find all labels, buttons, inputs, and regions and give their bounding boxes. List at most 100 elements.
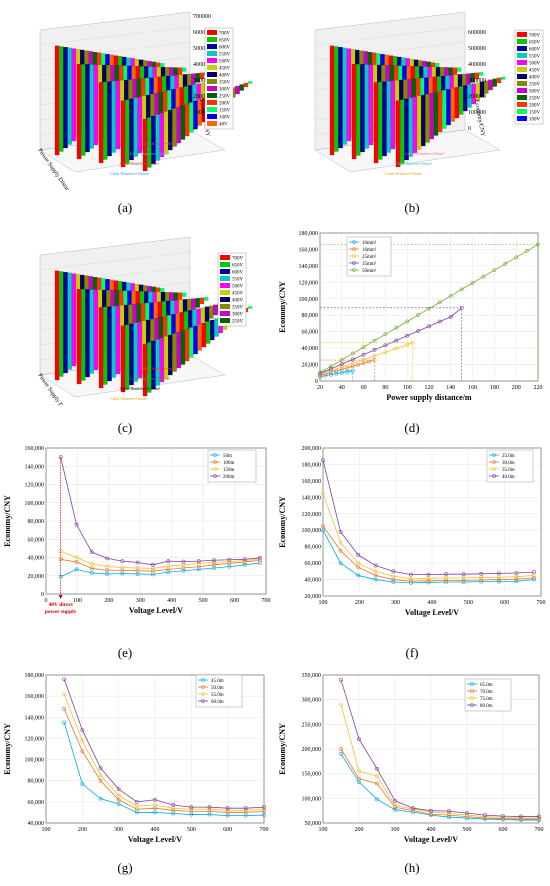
data-point [80, 749, 85, 754]
series-line [319, 244, 539, 374]
z-tick-label: 500000 [193, 46, 211, 52]
bar [351, 63, 357, 160]
bar [346, 48, 352, 142]
legend-entry: 100m [223, 461, 235, 466]
bar [163, 336, 169, 379]
bar [213, 304, 218, 316]
data-point [405, 342, 410, 347]
wall-gridline [39, 26, 191, 46]
y-tick-label: 20,000 [28, 574, 45, 580]
z-tick-label: 400000 [193, 62, 211, 68]
bar [478, 72, 484, 76]
data-point [243, 810, 248, 815]
y-tick-label: 140,000 [25, 715, 45, 721]
legend: 45.0m 50.0m 55.0m 60.0m [195, 674, 243, 708]
y-tick-label: 60,000 [28, 537, 45, 543]
x-tick-label: 300 [391, 827, 400, 833]
series-line [60, 558, 260, 572]
legend-swatch [207, 86, 217, 91]
data-point [257, 556, 262, 560]
y-tick-label: 160,000 [299, 247, 319, 253]
data-point [514, 255, 519, 260]
bar [177, 292, 183, 301]
y-tick-label: 140,000 [299, 264, 319, 270]
legend-entry: 450V [219, 66, 231, 71]
legend: 25.0m 30.0m 35.0m 40.0m [486, 449, 534, 483]
bar [176, 331, 181, 369]
bar [437, 91, 443, 133]
x-tick-label: 20 [317, 385, 323, 391]
legend-marker [492, 460, 496, 464]
data-point [80, 728, 85, 732]
legend-entry: 200V [219, 101, 231, 106]
panel-a: 0 100000 200000 300000 400000 500000 600000 700… [0, 0, 275, 225]
legend: 50m 100m 150m 200m [207, 449, 257, 483]
x-tick-label: 500 [187, 827, 196, 833]
legend-marker [201, 685, 205, 689]
bar [193, 325, 198, 355]
panel-label-c: (c) [117, 420, 133, 435]
bar [446, 89, 451, 126]
data-point [339, 358, 344, 362]
x-tick-label: 40 [339, 385, 345, 391]
legend-entry: 300V [232, 312, 244, 317]
data-point [338, 529, 343, 534]
y-axis-label: Economy/CNY [278, 281, 287, 333]
bar [364, 64, 369, 149]
data-point [339, 362, 344, 367]
data-point [181, 559, 186, 564]
data-point [212, 560, 216, 565]
data-point [361, 361, 366, 366]
data-point [356, 565, 361, 570]
data-point [243, 808, 248, 813]
data-point [329, 366, 333, 371]
x-tick-label: 140 [446, 385, 455, 391]
wall-gridline [39, 251, 191, 271]
y-tick-label: 350,000 [302, 673, 322, 679]
legend-entry: 400V [232, 298, 244, 303]
legend-marker [492, 467, 496, 471]
y-tick-label: 80,000 [305, 545, 322, 551]
annotation-text: 48V direct [48, 602, 73, 608]
legend-swatch [517, 39, 527, 44]
data-point [496, 579, 501, 584]
data-point [207, 805, 212, 810]
data-point [120, 568, 125, 573]
bar [93, 64, 99, 146]
data-point [350, 357, 355, 362]
data-point [503, 261, 508, 266]
bar [184, 328, 190, 362]
data-point [496, 575, 501, 579]
bar [442, 90, 447, 129]
legend-entry: 700V [529, 33, 541, 38]
data-point [262, 807, 266, 812]
bar [115, 305, 121, 375]
legend-marker [492, 474, 496, 478]
data-point [134, 799, 139, 804]
guide-line [320, 244, 539, 381]
bar [199, 72, 205, 80]
legend-swatch [517, 102, 527, 107]
bar [181, 67, 187, 72]
series-line [60, 562, 260, 578]
z-axis-label: Economy/CNY [473, 99, 486, 137]
data-point [151, 569, 155, 574]
bar [450, 88, 455, 122]
legend-entry: 35.0m [502, 468, 515, 473]
data-point [339, 747, 343, 751]
cable-annotation: Cable Diameter=2.5mm² [120, 386, 161, 391]
legend-swatch [517, 32, 527, 37]
legend-entry: 25mm² [362, 254, 377, 260]
data-point [242, 557, 247, 562]
legend-marker [470, 696, 474, 700]
data-point [153, 810, 157, 815]
legend-entry: 80.0m [480, 704, 493, 709]
data-point [448, 293, 453, 298]
legend-marker [470, 689, 474, 693]
x-tick-label: 100 [319, 827, 328, 833]
legend-entry: 40.0m [502, 475, 515, 480]
data-point [416, 329, 421, 333]
panel-label-e: (e) [117, 645, 133, 660]
y-tick-label: 20,000 [302, 363, 319, 369]
bar [395, 100, 401, 168]
